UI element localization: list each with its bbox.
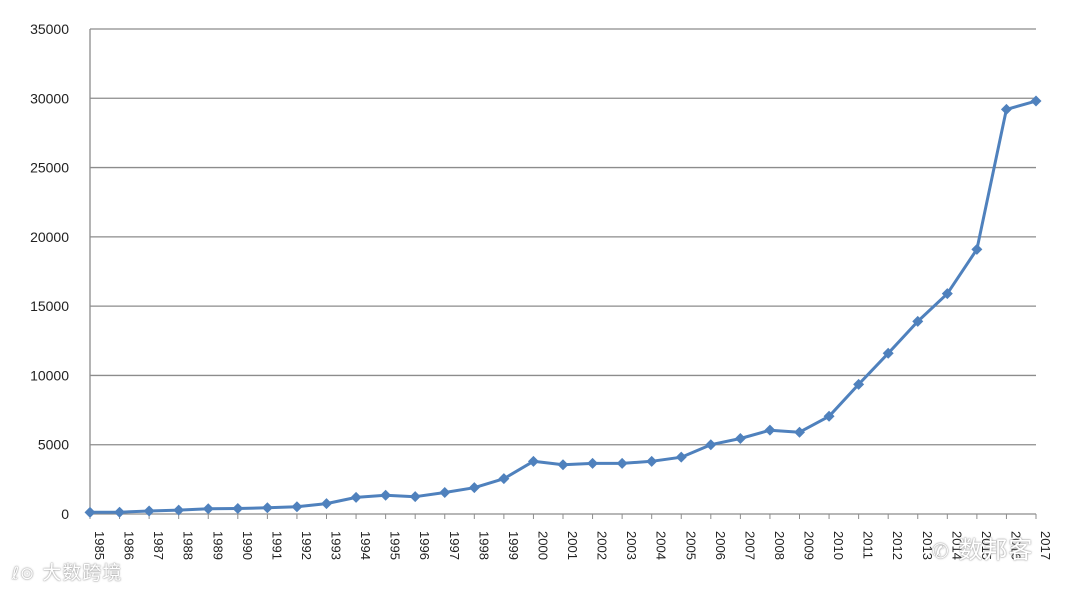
data-point-marker: [527, 455, 539, 467]
data-point-marker: [882, 347, 894, 359]
x-tick-label: 2010: [831, 531, 846, 560]
watermark-logo-icon: ℓ⊙: [12, 564, 36, 584]
data-point-marker: [971, 243, 983, 255]
data-point-marker: [646, 455, 658, 467]
x-tick-labels: 1985 1986 1987 1988 1989 1990 1991 1992 1993 1994…: [92, 531, 1053, 560]
data-point-marker: [114, 506, 126, 518]
x-tick-label: 1999: [506, 531, 521, 560]
x-tick-label: 2011: [861, 531, 876, 559]
data-point-marker: [587, 457, 599, 469]
data-point-marker: [1030, 95, 1042, 107]
x-tick-label: 2008: [772, 531, 787, 560]
data-point-marker: [912, 315, 924, 327]
data-point-marker: [675, 451, 687, 463]
data-point-marker: [734, 432, 746, 444]
watermark-right-text: 数邦客: [958, 536, 1034, 564]
y-tick-label: 15000: [30, 298, 69, 314]
axes: [89, 29, 1037, 519]
x-tick-label: 2001: [565, 531, 580, 560]
y-tick-label: 25000: [30, 160, 69, 176]
data-point-marker: [823, 410, 835, 422]
data-point-marker: [853, 378, 865, 390]
data-point-marker: [941, 288, 953, 300]
data-point-marker: [173, 504, 185, 516]
x-tick-label: 2012: [890, 531, 905, 560]
x-tick-label: 2006: [713, 531, 728, 560]
data-point-marker: [202, 503, 214, 515]
data-point-marker: [764, 424, 776, 436]
x-tick-label: 1991: [269, 531, 284, 560]
x-tick-label: 2005: [683, 531, 698, 560]
data-point-marker: [616, 457, 628, 469]
y-tick-label: 35000: [30, 21, 69, 37]
data-point-marker: [291, 501, 303, 513]
x-tick-label: 2013: [920, 531, 935, 560]
data-point-marker: [705, 439, 717, 451]
y-tick-label: 20000: [30, 229, 69, 245]
x-tick-label: 2017: [1038, 531, 1053, 560]
x-tick-label: 2009: [802, 531, 817, 560]
x-tick-label: 1987: [151, 531, 166, 560]
x-tick-label: 1988: [181, 531, 196, 560]
x-tick-label: 2015: [979, 531, 994, 560]
y-tick-labels: 0 5000 10000 15000 20000 25000 30000 35000: [30, 21, 69, 522]
y-tick-label: 0: [61, 506, 69, 522]
y-tick-label: 10000: [30, 367, 69, 383]
data-point-marker: [350, 491, 362, 503]
x-tick-label: 1990: [240, 531, 255, 560]
watermark-chat-icon: ✆: [932, 539, 950, 563]
x-tick-label: 1996: [417, 531, 432, 560]
grid-lines: [90, 28, 1036, 446]
x-tick-label: 1997: [447, 531, 462, 560]
data-point-marker: [468, 482, 480, 494]
x-tick-label: 1989: [210, 531, 225, 560]
x-tick-label: 2004: [654, 531, 669, 560]
data-point-marker: [380, 489, 392, 501]
y-tick-label: 5000: [38, 437, 69, 453]
x-tick-label: 2003: [624, 531, 639, 560]
watermark-right: ✆ 数邦客: [932, 530, 1033, 565]
x-tick-label: 1993: [329, 531, 344, 560]
data-point-marker: [84, 506, 96, 518]
data-point-marker: [409, 491, 421, 503]
x-tick-label: 2000: [535, 531, 550, 560]
x-tick-label: 1986: [122, 531, 137, 560]
x-tick-label: 1994: [358, 531, 373, 560]
data-point-marker: [498, 473, 510, 485]
x-tick-label: 1985: [92, 531, 107, 560]
data-point-marker: [794, 426, 805, 438]
x-tick-label: 1995: [388, 531, 403, 560]
data-point-marker: [1000, 103, 1012, 115]
x-tick-label: 2014: [949, 531, 964, 560]
data-series: [84, 95, 1042, 518]
y-tick-label: 30000: [30, 90, 69, 106]
data-point-marker: [439, 487, 451, 499]
x-tick-label: 2016: [1008, 531, 1023, 560]
x-tick-label: 2002: [595, 531, 610, 560]
data-point-marker: [261, 502, 273, 514]
data-point-marker: [143, 505, 155, 517]
x-tick-label: 1998: [476, 531, 491, 560]
data-point-marker: [321, 498, 332, 510]
watermark-left-text: 大数跨境: [42, 562, 123, 584]
x-tick-label: 1992: [299, 531, 314, 560]
watermark-left: ℓ⊙ 大数跨境: [12, 558, 122, 585]
x-tick-label: 2007: [742, 531, 757, 560]
data-point-marker: [557, 459, 569, 471]
data-point-marker: [232, 502, 244, 514]
